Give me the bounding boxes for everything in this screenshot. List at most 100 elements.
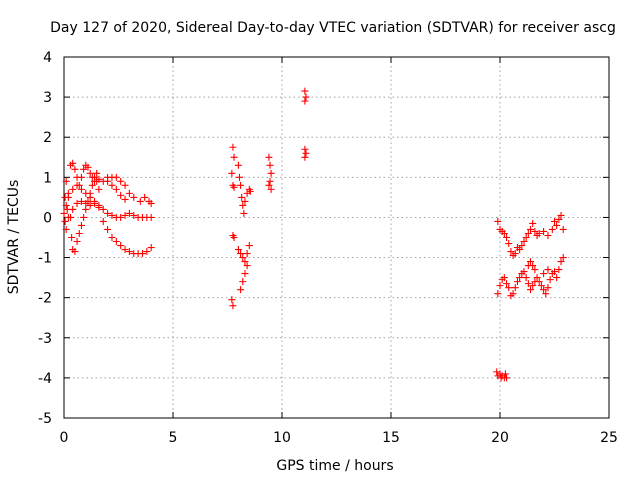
data-point [230,234,238,241]
data-point [99,205,107,213]
data-point [108,234,116,241]
data-point [147,244,155,252]
data-point [141,193,149,201]
data-point [68,234,76,241]
data-point [117,213,125,221]
y-tick-label: -5 [38,411,52,427]
data-point [245,242,253,250]
data-point [121,211,129,219]
y-tick-label: 3 [43,90,52,106]
data-point [503,234,511,241]
data-point [241,258,249,266]
y-tick-label: 4 [43,50,52,66]
y-axis-label: SDTVAR / TECUs [6,180,22,295]
data-point [542,290,550,298]
data-point [551,268,558,276]
data-point [73,238,81,246]
data-point [117,177,125,185]
data-point [121,246,129,254]
y-tick-label: -2 [38,291,52,307]
data-point [537,282,545,290]
data-point [509,290,517,298]
data-point [147,213,155,221]
y-tick-label: 1 [43,170,52,186]
data-point [71,248,79,256]
data-point [84,163,92,171]
data-points [60,87,567,382]
data-point [503,374,511,382]
data-point [520,268,528,276]
data-series [60,159,155,258]
data-point [136,197,144,205]
x-tick-label: 20 [491,430,509,446]
data-point [143,248,151,256]
data-point [237,286,245,294]
data-point [228,169,236,177]
data-point [557,211,565,219]
data-point [86,201,94,209]
data-point [527,225,535,233]
y-tick-label: 0 [43,210,52,226]
data-point [64,213,72,221]
data-point [75,229,83,237]
data-point [99,217,107,225]
data-point [71,165,79,173]
data-point [267,169,275,177]
data-point [505,240,513,248]
x-tick-label: 5 [169,430,178,446]
data-point [130,193,138,201]
data-point [69,159,77,167]
data-point [540,227,548,235]
data-point [95,203,103,211]
x-tick-label: 0 [60,430,69,446]
data-point [77,173,85,181]
data-point [529,282,537,290]
data-point [527,258,535,266]
data-point [544,266,552,274]
data-point [82,205,90,213]
data-point [117,242,125,250]
data-point [77,185,85,193]
data-point [540,270,548,278]
x-tick-label: 25 [600,430,618,446]
data-point [520,238,528,246]
data-point [237,250,245,258]
data-point [535,229,543,237]
data-point [234,246,242,254]
data-point [93,169,101,177]
data-point [265,153,273,161]
data-point [104,209,112,217]
data-series [493,211,567,382]
data-point [237,181,245,189]
data-point [82,199,90,207]
data-point [64,193,72,201]
data-point [147,199,155,207]
data-point [112,173,120,181]
data-point [62,177,70,185]
data-point [243,262,251,270]
data-point [62,225,70,233]
data-point [239,254,247,262]
data-point [531,266,539,274]
data-point [60,209,68,217]
data-point [559,254,567,262]
data-point [80,213,88,221]
data-point [522,274,530,282]
y-tick-label: -4 [38,371,52,387]
data-point [88,181,96,189]
data-point [238,193,246,201]
y-tick-label: -3 [38,331,52,347]
data-point [229,302,237,310]
data-point [73,181,81,189]
data-point [61,217,69,225]
data-point [518,242,526,250]
data-point [529,262,537,270]
data-point [540,286,548,294]
data-point [108,211,116,219]
data-point [88,173,96,181]
data-point [501,370,509,378]
data-point [548,225,556,233]
data-point [130,211,138,219]
data-point [241,197,249,205]
data-point [301,97,309,105]
